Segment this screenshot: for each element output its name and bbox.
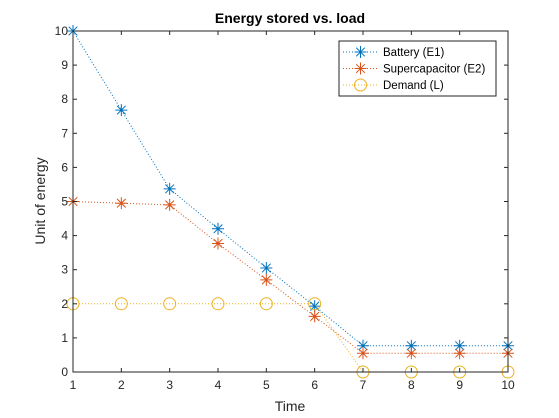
data-point [115, 104, 128, 117]
x-axis-label: Time [275, 398, 306, 414]
data-point [163, 297, 177, 311]
data-point [405, 347, 418, 360]
y-tick-label: 6 [61, 160, 68, 174]
y-tick-label: 4 [61, 229, 68, 243]
data-point [212, 237, 224, 250]
y-tick-label: 10 [55, 24, 69, 38]
y-tick-label: 0 [61, 365, 68, 379]
data-point [114, 297, 128, 311]
y-tick-label: 3 [61, 263, 68, 277]
plot-series [66, 25, 515, 379]
data-point [115, 197, 128, 210]
x-axis: 1 2 3 4 5 6 7 8 9 10 [70, 31, 515, 392]
x-tick-label: 9 [456, 378, 463, 392]
data-point [211, 297, 225, 311]
data-point [453, 339, 466, 352]
legend-label: Battery (E1) [383, 47, 445, 59]
data-point [357, 347, 369, 360]
x-tick-label: 2 [118, 378, 125, 392]
legend-entry: Battery (E1) [343, 46, 445, 59]
y-axis: 0 1 2 3 4 5 6 7 8 9 10 [55, 24, 508, 379]
data-point [357, 339, 369, 352]
x-tick-label: 6 [311, 378, 318, 392]
series-line [73, 303, 508, 373]
legend: Battery (E1) Supercapacitor (E2) Demand (L… [338, 40, 497, 97]
data-point [308, 300, 321, 313]
y-tick-label: 5 [61, 195, 68, 209]
data-point [453, 347, 466, 360]
x-tick-label: 5 [263, 378, 270, 392]
data-point [259, 297, 273, 311]
data-point [212, 222, 224, 235]
y-tick-label: 8 [61, 92, 68, 106]
legend-marker [354, 62, 367, 75]
data-point [260, 261, 273, 274]
x-tick-label: 1 [70, 378, 77, 392]
x-tick-label: 7 [360, 378, 367, 392]
legend-entry: Supercapacitor (E2) [343, 62, 485, 76]
data-point [405, 339, 418, 352]
legend-label: Supercapacitor (E2) [383, 64, 485, 76]
legend-label: Demand (L) [383, 80, 444, 92]
x-tick-label: 8 [408, 378, 415, 392]
y-tick-label: 7 [61, 126, 68, 140]
x-tick-label: 10 [501, 378, 515, 392]
chart-title: Energy stored vs. load [215, 10, 365, 26]
legend-entry: Demand (L) [343, 78, 444, 92]
series-line [72, 201, 508, 354]
legend-marker [354, 78, 367, 92]
data-point [308, 297, 322, 311]
y-tick-label: 9 [61, 58, 68, 72]
data-point [163, 198, 176, 211]
data-point [163, 182, 176, 195]
y-axis-label: Unit of energy [32, 157, 48, 244]
data-point [260, 273, 273, 286]
x-tick-label: 3 [166, 378, 173, 392]
x-tick-label: 4 [215, 378, 222, 392]
series-line [72, 30, 508, 347]
legend-marker [354, 46, 367, 58]
data-point [308, 310, 321, 323]
y-tick-label: 2 [61, 297, 68, 311]
y-tick-label: 1 [61, 331, 68, 345]
